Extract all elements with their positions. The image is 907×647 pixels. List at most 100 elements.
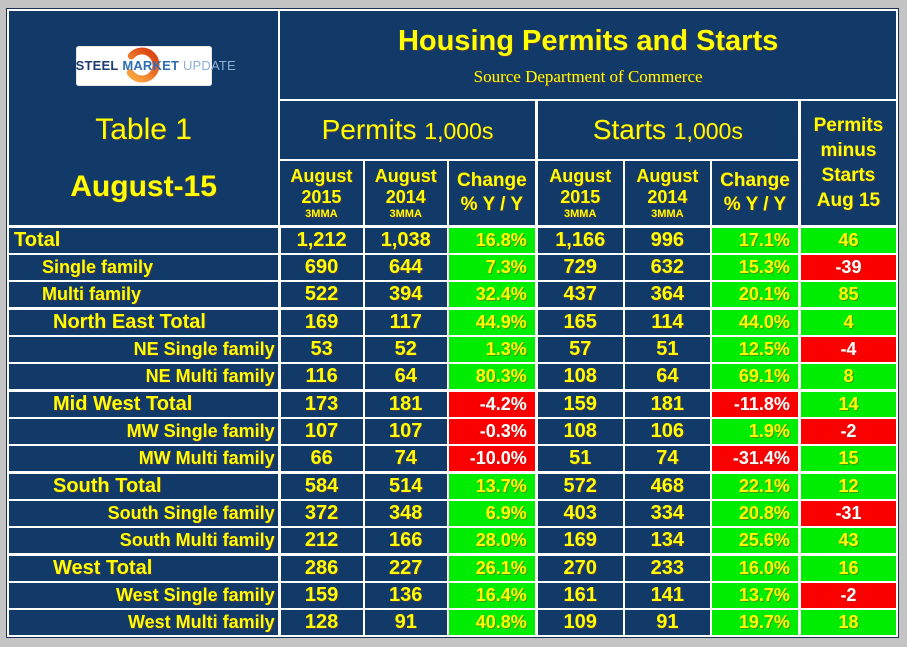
region-label-cell: Single family [6, 253, 281, 282]
permits-minus-starts-cell: -39 [797, 253, 898, 282]
starts-2014-cell: 141 [622, 581, 713, 610]
starts-2014-cell: 74 [622, 444, 713, 474]
permits-2015-cell: 286 [277, 553, 365, 583]
permits-minus-starts-cell: 85 [797, 280, 898, 310]
permits-change-cell: 32.4% [446, 280, 538, 310]
starts-2015-cell: 403 [534, 499, 625, 528]
permits-2015-cell: 1,212 [277, 225, 365, 255]
region-label-cell: Total [6, 225, 281, 255]
region-label-cell: NE Multi family [6, 362, 281, 392]
housing-table-frame: STEEL MARKET UPDATE Table 1 August-15 Ho… [6, 8, 899, 638]
starts-change-header: Change% Y / Y [710, 159, 801, 228]
starts-change-cell: 20.8% [710, 499, 801, 528]
permits-minus-starts-cell: 8 [797, 362, 898, 392]
page-title: Housing Permits and Starts [397, 25, 779, 57]
permits-change-header: Change% Y / Y [446, 159, 538, 228]
permits-change-cell: 26.1% [446, 553, 538, 583]
permits-minus-starts-cell: 43 [797, 526, 898, 556]
permits-2015-cell: 53 [277, 335, 365, 364]
starts-change-cell: 69.1% [710, 362, 801, 392]
period-label: August-15 [70, 170, 217, 203]
starts-change-cell: 16.0% [710, 553, 801, 583]
permits-2015-cell: 169 [277, 307, 365, 337]
table-row: South Total 584 514 13.7% 572 468 22.1% … [6, 471, 898, 501]
permits-2014-cell: 644 [362, 253, 449, 282]
permits-change-cell: -0.3% [446, 417, 538, 446]
region-label-cell: West Single family [6, 581, 281, 610]
starts-2014-cell: 996 [622, 225, 713, 255]
permits-unit: 1,000s [424, 118, 494, 144]
permits-change-cell: 40.8% [446, 608, 538, 637]
permits-change-cell: 6.9% [446, 499, 538, 528]
permits-change-cell: -10.0% [446, 444, 538, 474]
starts-section-header: Starts 1,000s [534, 99, 801, 161]
title-block: Housing Permits and Starts Source Depart… [278, 9, 898, 101]
starts-change-cell: 22.1% [710, 471, 801, 501]
permits-2014-cell: 64 [362, 362, 449, 392]
permits-2014-cell: 52 [362, 335, 449, 364]
starts-change-cell: 25.6% [710, 526, 801, 556]
table-row: Mid West Total 173 181 -4.2% 159 181 -11… [6, 389, 898, 419]
starts-2015-cell: 729 [534, 253, 625, 282]
permits-section-header: Permits 1,000s [278, 99, 538, 161]
starts-change-cell: 44.0% [710, 307, 801, 337]
starts-unit: 1,000s [673, 118, 743, 144]
logo-text: STEEL MARKET UPDATE [76, 46, 236, 86]
starts-change-cell: 1.9% [710, 417, 801, 446]
starts-change-cell: 19.7% [710, 608, 801, 637]
permits-2014-cell: 514 [362, 471, 449, 501]
logo-update: UPDATE [182, 58, 236, 73]
starts-2015-cell: 51 [534, 444, 625, 474]
permits-aug2014-header: August 2014 3MMA [362, 159, 449, 228]
starts-2014-cell: 114 [622, 307, 713, 337]
table-row: MW Single family 107 107 -0.3% 108 106 1… [6, 417, 898, 446]
starts-change-cell: -31.4% [710, 444, 801, 474]
permits-2015-cell: 107 [277, 417, 365, 446]
permits-change-cell: 1.3% [446, 335, 538, 364]
permits-change-cell: -4.2% [446, 389, 538, 419]
table-row: Multi family 522 394 32.4% 437 364 20.1%… [6, 280, 898, 310]
region-label-cell: Multi family [6, 280, 281, 310]
permits-2014-cell: 166 [362, 526, 449, 556]
permits-change-cell: 16.4% [446, 581, 538, 610]
permits-change-cell: 44.9% [446, 307, 538, 337]
permits-aug2015-header: August 2015 3MMA [278, 159, 365, 228]
permits-minus-starts-cell: -2 [797, 417, 898, 446]
starts-2014-cell: 134 [622, 526, 713, 556]
starts-2015-cell: 169 [534, 526, 625, 556]
starts-change-cell: 13.7% [710, 581, 801, 610]
permits-2014-cell: 107 [362, 417, 449, 446]
starts-2015-cell: 159 [534, 389, 625, 419]
starts-change-cell: 17.1% [710, 225, 801, 255]
table-number-label: Table 1 [95, 113, 192, 146]
permits-2015-cell: 159 [277, 581, 365, 610]
table-row: South Multi family 212 166 28.0% 169 134… [6, 526, 898, 556]
starts-2015-cell: 270 [534, 553, 625, 583]
region-label-cell: MW Single family [6, 417, 281, 446]
region-label-cell: South Multi family [6, 526, 281, 556]
permits-label: Permits [321, 114, 417, 145]
permits-2015-cell: 372 [277, 499, 365, 528]
region-label-cell: West Total [6, 553, 281, 583]
starts-2015-cell: 437 [534, 280, 625, 310]
permits-minus-starts-cell: 16 [797, 553, 898, 583]
starts-aug2015-header: August 2015 3MMA [534, 159, 625, 228]
permits-2014-cell: 227 [362, 553, 449, 583]
starts-2015-cell: 108 [534, 362, 625, 392]
region-label-cell: NE Single family [6, 335, 281, 364]
starts-2015-cell: 572 [534, 471, 625, 501]
logo-market: MARKET [122, 58, 180, 73]
starts-2015-cell: 1,166 [534, 225, 625, 255]
housing-permits-starts-table: STEEL MARKET UPDATE Table 1 August-15 Ho… [6, 9, 898, 637]
starts-2015-cell: 165 [534, 307, 625, 337]
permits-minus-starts-cell: 14 [797, 389, 898, 419]
permits-change-cell: 28.0% [446, 526, 538, 556]
permits-2014-cell: 91 [362, 608, 449, 637]
starts-aug2014-header: August 2014 3MMA [622, 159, 713, 228]
starts-change-cell: 20.1% [710, 280, 801, 310]
table-row: West Single family 159 136 16.4% 161 141… [6, 581, 898, 610]
permits-minus-starts-cell: -4 [797, 335, 898, 364]
region-label-cell: West Multi family [6, 608, 281, 637]
permits-minus-starts-cell: 18 [797, 608, 898, 637]
